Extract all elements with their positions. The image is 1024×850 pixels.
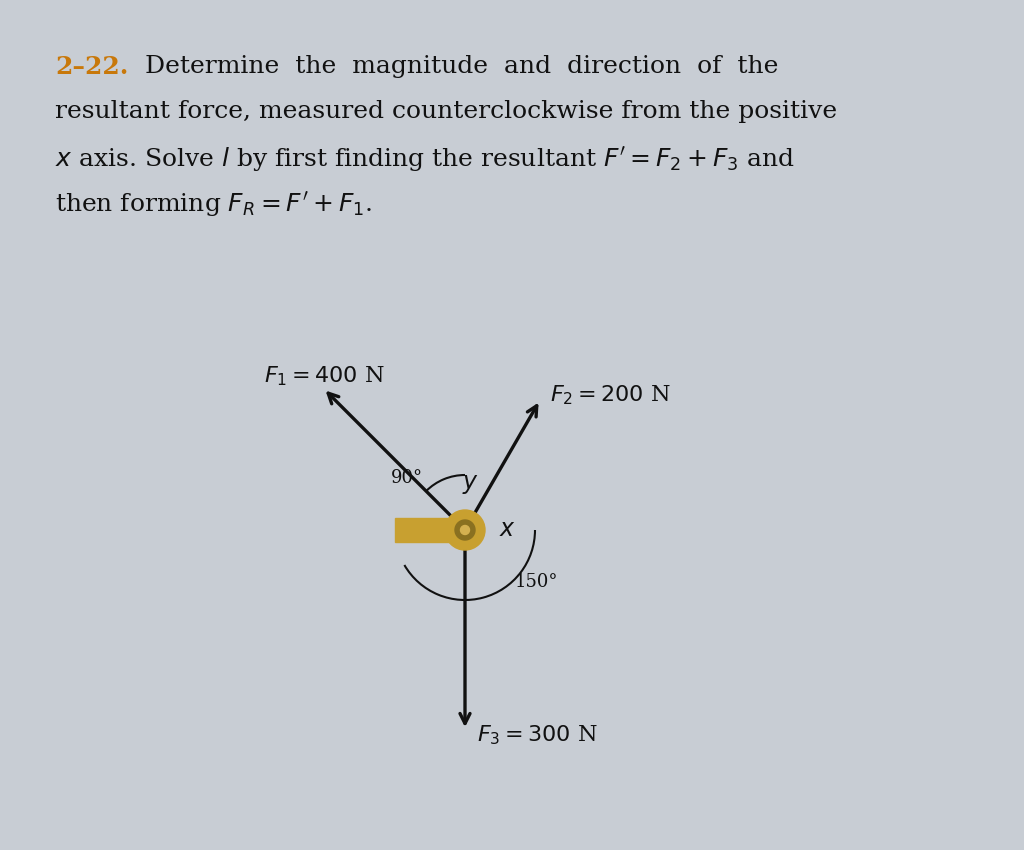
Text: $F_2 = 200$ N: $F_2 = 200$ N: [550, 383, 671, 407]
Circle shape: [461, 525, 469, 535]
Text: $x$ axis. Solve $l$ by first finding the resultant $F' = F_2 + F_3$ and: $x$ axis. Solve $l$ by first finding the…: [55, 145, 795, 174]
Text: Determine  the  magnitude  and  direction  of  the: Determine the magnitude and direction of…: [145, 55, 778, 78]
Text: $F_3 = 300$ N: $F_3 = 300$ N: [477, 723, 598, 747]
Text: $y$: $y$: [462, 473, 478, 496]
Text: then forming $F_R = F' + F_1$.: then forming $F_R = F' + F_1$.: [55, 190, 372, 219]
Circle shape: [455, 520, 475, 540]
Bar: [395, 518, 455, 542]
Text: 150°: 150°: [515, 573, 558, 591]
Text: resultant force, measured counterclockwise from the positive: resultant force, measured counterclockwi…: [55, 100, 838, 123]
Text: $x$: $x$: [499, 518, 516, 541]
Text: 2–22.: 2–22.: [55, 55, 128, 79]
Circle shape: [445, 510, 485, 550]
Text: $F_1 = 400$ N: $F_1 = 400$ N: [263, 365, 384, 388]
Text: 90°: 90°: [391, 469, 423, 487]
